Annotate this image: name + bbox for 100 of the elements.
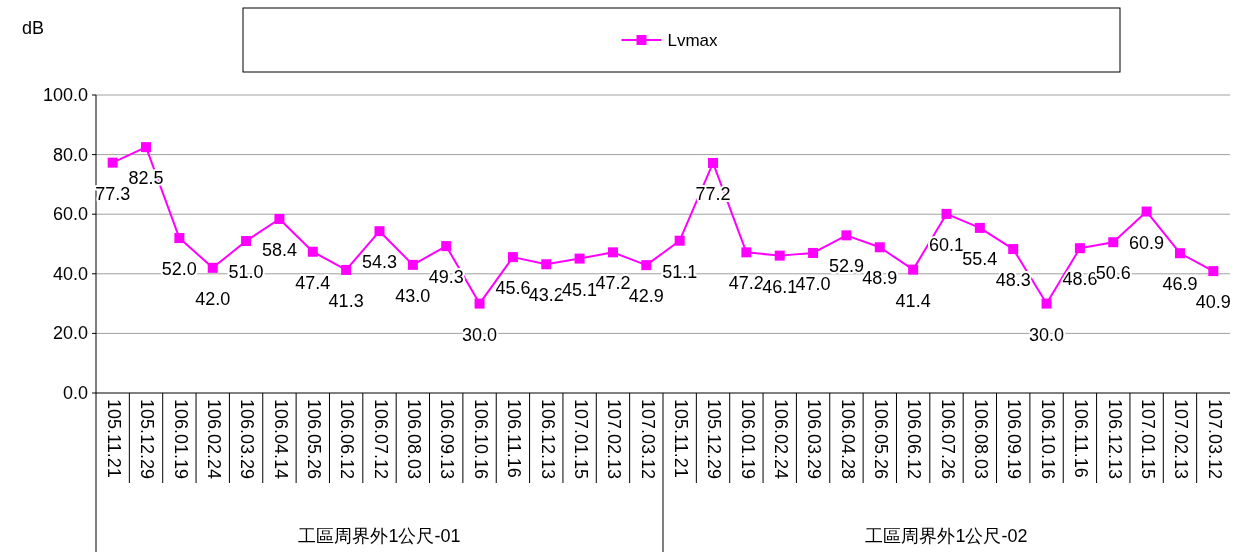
point xyxy=(341,264,352,275)
y-tick-label: 100.0 xyxy=(42,85,88,105)
data-label: 55.4 xyxy=(962,248,998,269)
data-label: 58.4 xyxy=(261,239,297,260)
y-tick-label: 0.0 xyxy=(62,383,88,403)
text: 工區周界外1公尺-02 xyxy=(865,526,1028,546)
point xyxy=(1008,244,1019,255)
data-label: 54.3 xyxy=(361,252,398,273)
x-tick-label: 107.03.12 xyxy=(637,399,658,480)
x-tick-label: 106.06.12 xyxy=(904,399,925,480)
data-label: 47.4 xyxy=(295,272,331,293)
point xyxy=(841,230,852,241)
x-tick-label: 106.03.29 xyxy=(804,399,825,480)
data-label: 42.0 xyxy=(195,288,231,309)
x-tick-label: 106.05.26 xyxy=(304,399,325,480)
x-tick-label: 105.11.21 xyxy=(670,399,691,478)
y-tick-label: 40.0 xyxy=(52,263,88,284)
x-tick-label: 106.02.24 xyxy=(203,399,224,480)
x-tick-label: 106.01.19 xyxy=(170,399,191,480)
x-tick-label: 106.07.12 xyxy=(370,399,391,480)
point xyxy=(407,259,418,270)
point xyxy=(1174,248,1185,259)
data-label: 48.3 xyxy=(995,270,1031,291)
y-tick-label: 60.0 xyxy=(52,204,88,225)
point xyxy=(141,142,152,153)
point xyxy=(1108,237,1119,248)
x-tick-label: 107.01.15 xyxy=(1137,399,1158,480)
x-tick-label: 106.04.28 xyxy=(837,399,858,480)
point xyxy=(541,259,552,270)
x-tick-label: 105.11.21 xyxy=(103,399,124,478)
x-tick-label: 106.05.26 xyxy=(871,399,892,480)
point xyxy=(974,222,985,233)
data-label: 30.0 xyxy=(1029,324,1065,345)
point xyxy=(908,264,919,275)
x-tick-label: 106.11.16 xyxy=(504,399,525,478)
data-label: 51.1 xyxy=(662,261,698,282)
data-label: 43.2 xyxy=(528,285,564,306)
data-label: 52.0 xyxy=(161,259,197,280)
y-tick-label: 80.0 xyxy=(52,144,88,165)
x-tick-label: 106.10.16 xyxy=(470,399,491,480)
x-tick-label: 105.12.29 xyxy=(137,399,158,480)
point xyxy=(741,247,752,258)
point xyxy=(274,213,285,224)
legend-label: Lvmax xyxy=(667,31,719,50)
point xyxy=(307,246,318,257)
point xyxy=(874,242,885,253)
data-label: 40.9 xyxy=(1195,292,1231,313)
point xyxy=(441,241,452,252)
data-label: 48.6 xyxy=(1062,269,1098,290)
x-tick-label: 106.12.13 xyxy=(537,399,558,480)
x-tick-label: 107.01.15 xyxy=(570,399,591,480)
x-tick-label: 106.08.03 xyxy=(404,399,425,480)
data-label: 77.3 xyxy=(95,183,131,204)
x-tick-label: 107.02.13 xyxy=(604,399,625,480)
x-tick-label: 106.09.13 xyxy=(437,399,458,480)
x-tick-label: 107.03.12 xyxy=(1204,399,1225,480)
x-tick-label: 106.03.29 xyxy=(237,399,258,480)
data-label: 43.0 xyxy=(395,285,431,306)
point xyxy=(107,157,118,168)
data-label: 47.2 xyxy=(595,273,631,294)
point xyxy=(507,252,518,263)
point xyxy=(207,262,218,273)
point xyxy=(1074,243,1085,254)
x-tick-label: 106.12.13 xyxy=(1104,399,1125,480)
y-axis-title: dB xyxy=(22,18,45,38)
point xyxy=(574,253,585,264)
x-tick-label: 106.07.26 xyxy=(937,399,958,480)
x-tick-label: 106.06.12 xyxy=(337,399,358,480)
data-label: 48.9 xyxy=(862,268,898,289)
data-label: 41.3 xyxy=(328,290,364,311)
data-label: 51.0 xyxy=(228,262,264,283)
data-label: 49.3 xyxy=(428,267,464,288)
point xyxy=(374,226,385,237)
point xyxy=(641,260,652,271)
point xyxy=(1141,206,1152,217)
data-label: 60.9 xyxy=(1129,232,1165,253)
x-tick-label: 106.01.19 xyxy=(737,399,758,480)
point xyxy=(674,235,685,246)
point xyxy=(708,157,719,168)
point xyxy=(241,236,252,247)
x-tick-label: 106.10.16 xyxy=(1037,399,1058,480)
x-tick-label: 106.02.24 xyxy=(770,399,791,480)
data-label: 46.1 xyxy=(762,276,798,297)
x-tick-label: 105.12.29 xyxy=(704,399,725,480)
x-tick-label: 106.11.16 xyxy=(1071,399,1092,478)
data-label: 46.9 xyxy=(1162,274,1198,295)
x-tick-label: 106.08.03 xyxy=(971,399,992,480)
data-label: 30.0 xyxy=(462,324,498,345)
point xyxy=(174,233,185,244)
text: 工區周界外1公尺-01 xyxy=(298,526,461,546)
y-tick-label: 20.0 xyxy=(52,323,88,344)
point xyxy=(1041,298,1052,309)
point xyxy=(474,298,485,309)
x-tick-label: 106.09.19 xyxy=(1004,399,1025,480)
point xyxy=(808,247,819,258)
data-label: 41.4 xyxy=(895,290,931,311)
point xyxy=(1208,266,1219,277)
point xyxy=(941,208,952,219)
point xyxy=(774,250,785,261)
point xyxy=(607,247,618,258)
